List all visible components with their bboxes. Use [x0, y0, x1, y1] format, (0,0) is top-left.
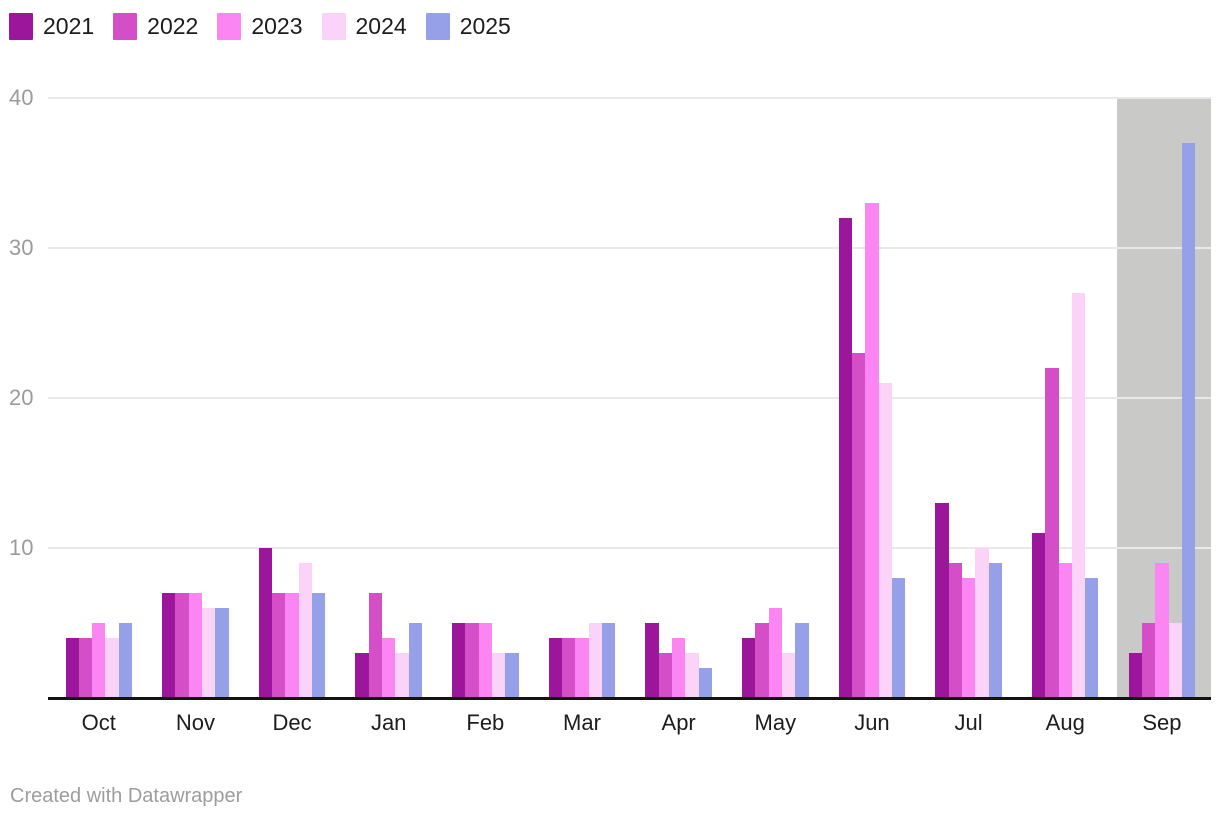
bar-2021-May[interactable] — [742, 638, 756, 698]
bar-2025-Mar[interactable] — [601, 623, 616, 698]
bar-2024-Jul[interactable] — [975, 548, 989, 698]
bar-2024-Feb[interactable] — [492, 653, 506, 698]
x-tick-label-Oct: Oct — [81, 710, 116, 735]
bar-2025-Dec[interactable] — [312, 593, 326, 698]
bar-2021-Dec[interactable] — [258, 548, 273, 698]
legend-swatch — [321, 13, 346, 40]
bar-2023-Dec[interactable] — [285, 593, 299, 698]
gridline — [48, 547, 1211, 549]
legend-item-2025: 2025 — [425, 13, 511, 40]
legend: 2021 2022 2023 2024 2025 — [9, 13, 511, 40]
bar-2024-Apr[interactable] — [685, 653, 699, 698]
x-tick-label-Jul: Jul — [954, 710, 983, 735]
legend-item-2023: 2023 — [217, 13, 303, 40]
bar-2024-Jun[interactable] — [878, 383, 892, 698]
bar-2023-Apr[interactable] — [672, 638, 686, 698]
x-tick-label-Nov: Nov — [175, 710, 215, 735]
gridline — [48, 97, 1211, 99]
legend-item-2021: 2021 — [9, 13, 94, 40]
x-tick-label-Feb: Feb — [466, 710, 505, 735]
bar-2023-Oct[interactable] — [92, 623, 106, 698]
bar-2024-Mar[interactable] — [588, 623, 602, 698]
y-tick-label: 30 — [9, 235, 34, 260]
bar-2023-May[interactable] — [768, 608, 782, 698]
bar-2025-Apr[interactable] — [698, 668, 712, 698]
x-tick-label-Dec: Dec — [272, 710, 312, 735]
bar-2022-May[interactable] — [755, 623, 769, 698]
bar-2024-Jan[interactable] — [395, 653, 409, 698]
bar-2022-Sep[interactable] — [1141, 623, 1156, 698]
bar-2023-Mar[interactable] — [575, 638, 589, 698]
bar-2021-Apr[interactable] — [645, 623, 659, 698]
bar-2023-Sep[interactable] — [1155, 563, 1169, 698]
bar-2023-Jun[interactable] — [865, 203, 879, 698]
bar-2024-Aug[interactable] — [1071, 293, 1086, 698]
bar-2024-Nov[interactable] — [202, 608, 216, 698]
bar-2025-Oct[interactable] — [118, 623, 132, 698]
bar-2021-Oct[interactable] — [65, 638, 79, 698]
bar-2022-Apr[interactable] — [658, 653, 672, 698]
bar-2022-Nov[interactable] — [175, 593, 189, 698]
y-tick-label: 40 — [9, 85, 34, 110]
bar-2025-Jul[interactable] — [988, 563, 1002, 698]
bar-2023-Nov[interactable] — [188, 593, 203, 698]
bar-2023-Aug[interactable] — [1058, 563, 1072, 698]
bar-2022-Dec[interactable] — [272, 593, 286, 698]
legend-swatch — [113, 13, 138, 40]
bar-2022-Jul[interactable] — [948, 563, 962, 698]
bar-2023-Jan[interactable] — [382, 638, 396, 698]
legend-swatch — [217, 13, 242, 40]
bar-2022-Jun[interactable] — [852, 353, 866, 698]
x-tick-label-Jan: Jan — [370, 710, 407, 735]
y-tick-label: 20 — [9, 385, 34, 410]
bar-2025-Feb[interactable] — [505, 653, 519, 698]
y-tick-label: 10 — [9, 535, 34, 560]
bar-2024-Oct[interactable] — [105, 638, 119, 698]
gridline — [48, 397, 1211, 399]
legend-label: 2025 — [459, 13, 511, 39]
x-tick-label-May: May — [754, 710, 797, 735]
legend-item-2022: 2022 — [113, 13, 198, 40]
gridline — [48, 247, 1211, 249]
x-tick-label-Apr: Apr — [661, 710, 696, 735]
x-tick-label-Aug: Aug — [1045, 710, 1085, 735]
bar-2023-Jul[interactable] — [961, 578, 976, 698]
bar-2021-Aug[interactable] — [1032, 533, 1046, 698]
bar-2022-Jan[interactable] — [368, 593, 383, 698]
bar-2025-Jan[interactable] — [408, 623, 422, 698]
legend-swatch — [425, 13, 450, 40]
x-tick-label-Sep: Sep — [1142, 710, 1182, 735]
bar-2021-Jan[interactable] — [355, 653, 369, 698]
x-tick-label-Mar: Mar — [563, 710, 601, 735]
bar-2025-Aug[interactable] — [1085, 578, 1099, 698]
bar-2021-Jun[interactable] — [838, 218, 852, 698]
x-axis-baseline — [48, 697, 1211, 700]
bar-2022-Mar[interactable] — [562, 638, 576, 698]
legend-label: 2024 — [355, 13, 407, 39]
bar-2025-May[interactable] — [795, 623, 809, 698]
legend-label: 2021 — [43, 13, 95, 39]
bar-2024-Dec[interactable] — [298, 563, 312, 698]
bar-2025-Sep[interactable] — [1181, 143, 1196, 698]
bar-2025-Nov[interactable] — [215, 608, 229, 698]
bar-2022-Oct[interactable] — [78, 638, 93, 698]
bar-2025-Jun[interactable] — [891, 578, 906, 698]
x-tick-label-Jun: Jun — [854, 710, 890, 735]
bar-2023-Feb[interactable] — [478, 623, 492, 698]
legend-label: 2022 — [147, 13, 199, 39]
footer-credit: Created with Datawrapper — [10, 785, 243, 807]
bar-2021-Nov[interactable] — [162, 593, 176, 698]
bar-2024-May[interactable] — [781, 653, 796, 698]
legend-swatch — [9, 13, 33, 40]
legend-item-2024: 2024 — [321, 13, 407, 40]
bar-2021-Feb[interactable] — [452, 623, 466, 698]
bar-2022-Aug[interactable] — [1045, 368, 1059, 698]
bar-2021-Sep[interactable] — [1128, 653, 1142, 698]
bar-2021-Jul[interactable] — [935, 503, 949, 698]
bar-2022-Feb[interactable] — [465, 623, 479, 698]
bar-2021-Mar[interactable] — [548, 638, 563, 698]
legend-label: 2023 — [251, 13, 303, 39]
bar-2024-Sep[interactable] — [1168, 623, 1182, 698]
